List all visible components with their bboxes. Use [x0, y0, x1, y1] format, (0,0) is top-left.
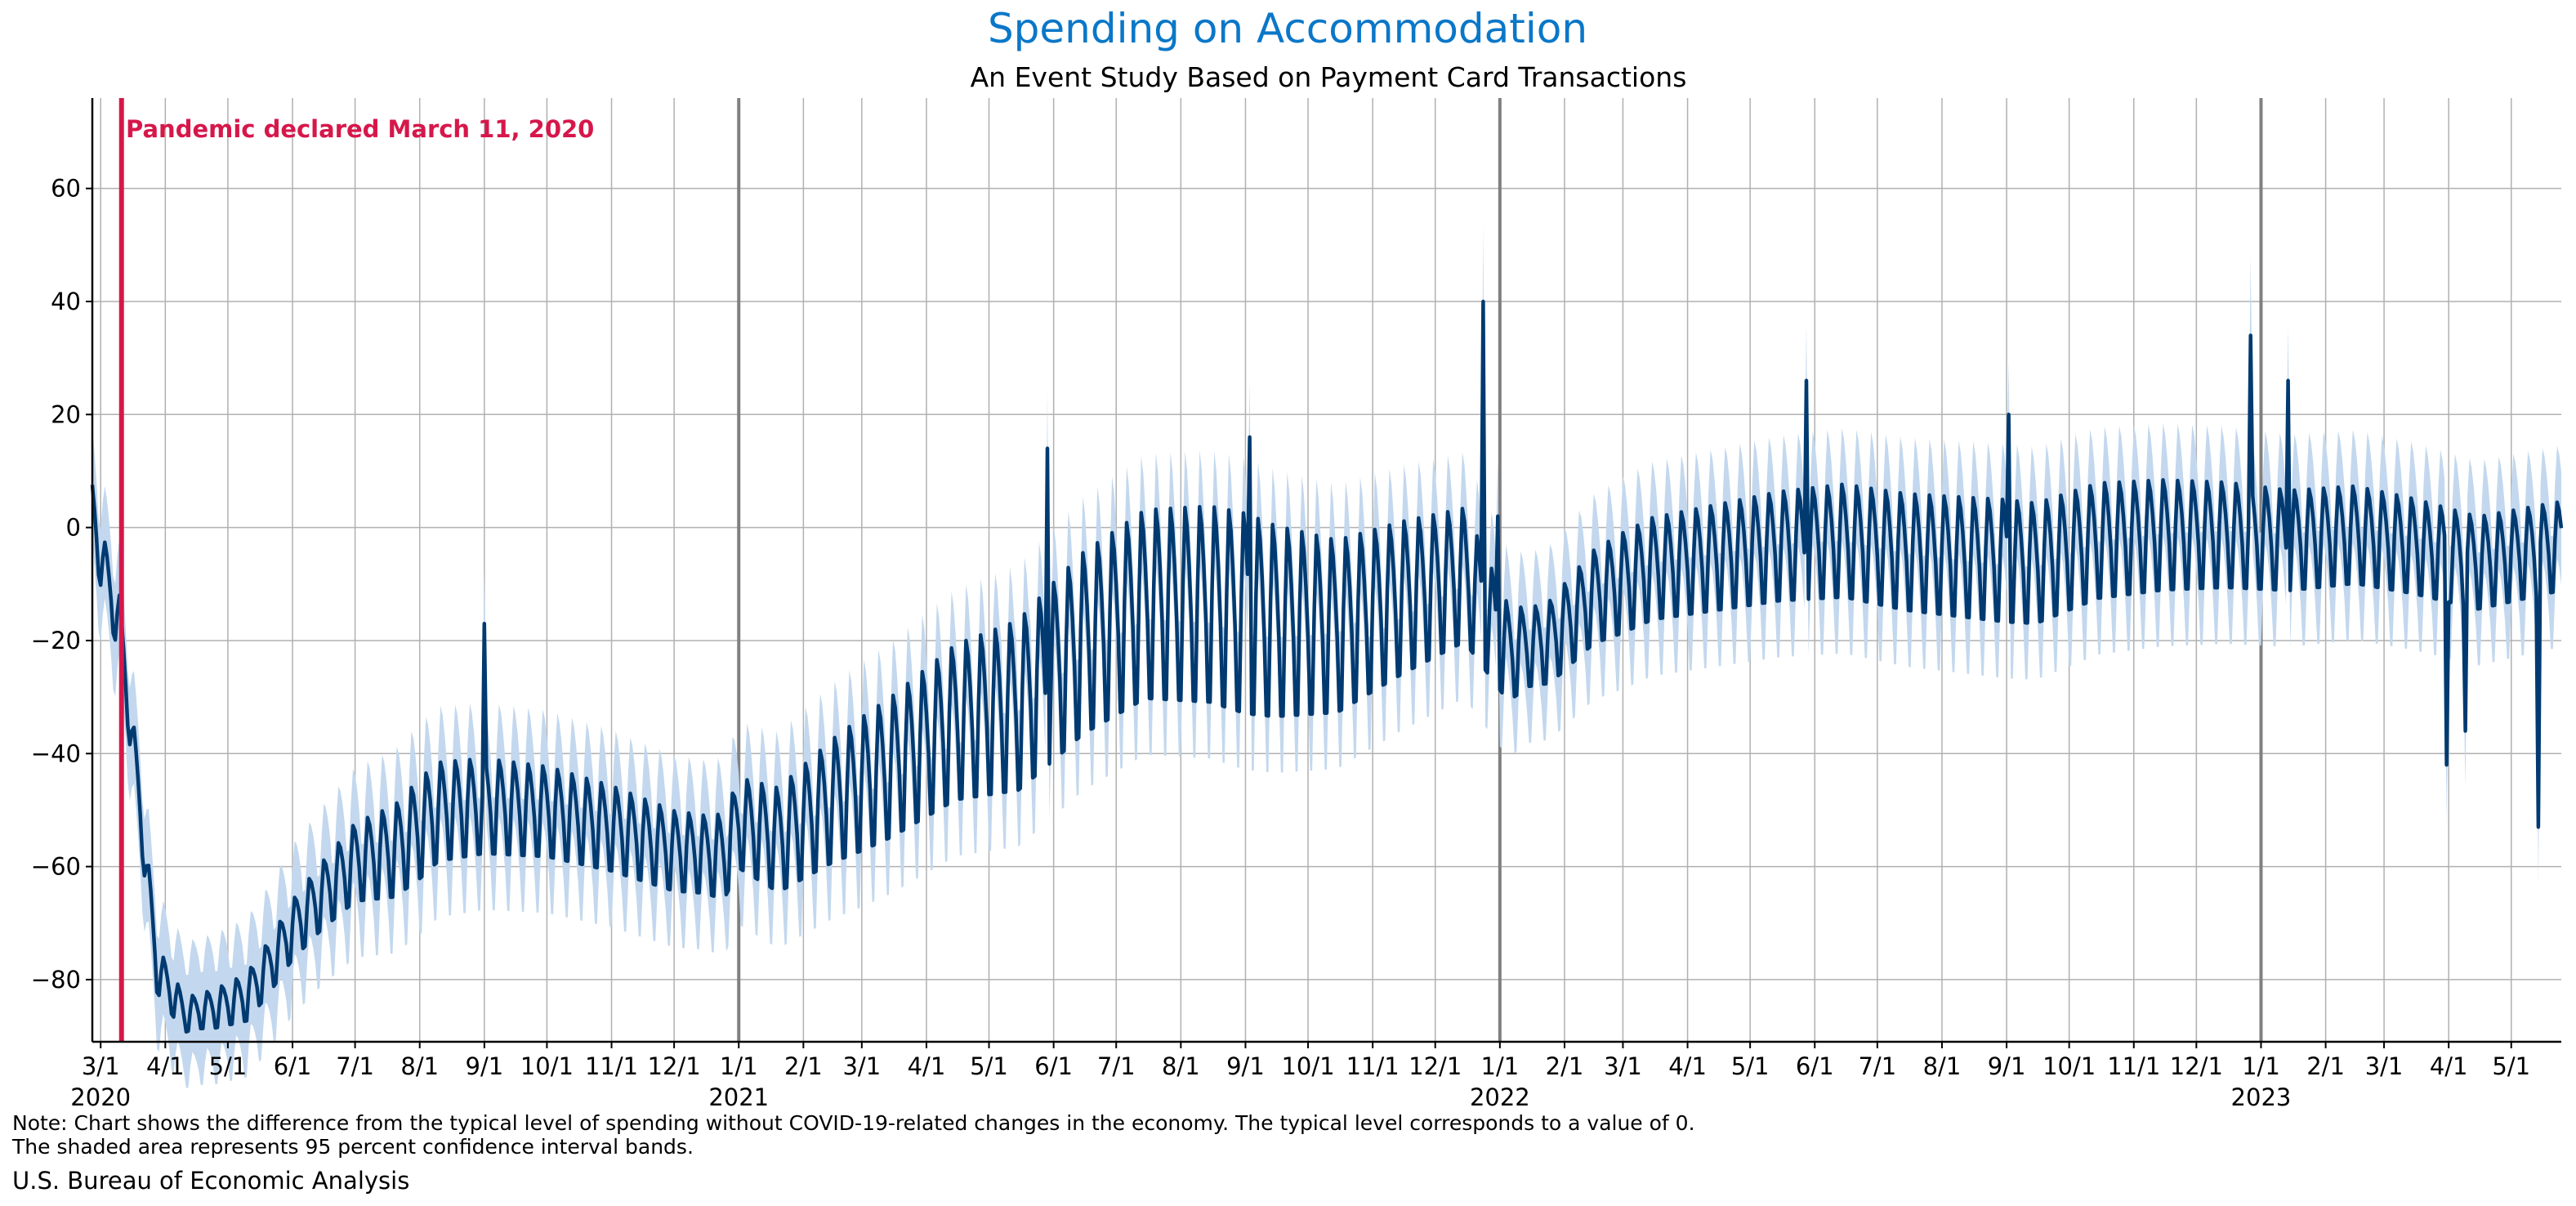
event-layer: Pandemic declared March 11, 2020: [118, 98, 594, 1042]
x-tick-label: 2/1: [1546, 1052, 1584, 1080]
x-tick-label: 9/1: [1988, 1052, 2026, 1080]
x-tick-label: 12/1: [1409, 1052, 1462, 1080]
source-label: U.S. Bureau of Economic Analysis: [12, 1167, 409, 1195]
x-tick-label: 6/1: [1796, 1052, 1834, 1080]
footer-note-line-1: Note: Chart shows the difference from th…: [12, 1111, 1695, 1135]
x-tick-label: 2/1: [784, 1052, 823, 1080]
x-tick-label: 7/1: [336, 1052, 374, 1080]
year-label: 2023: [2231, 1083, 2292, 1111]
grid: [92, 98, 2561, 1042]
x-tick-label: 10/1: [520, 1052, 574, 1080]
x-tick-label: 6/1: [1034, 1052, 1073, 1080]
x-tick-label: 1/1: [1481, 1052, 1520, 1080]
x-tick-label: 7/1: [1097, 1052, 1136, 1080]
series-line: [90, 299, 2564, 1034]
year-label: 2020: [70, 1083, 131, 1111]
y-tick-label: 0: [66, 514, 81, 542]
x-tick-label: 7/1: [1858, 1052, 1896, 1080]
event-label: Pandemic declared March 11, 2020: [126, 115, 594, 143]
x-tick-label: 1/1: [720, 1052, 758, 1080]
x-tick-label: 5/1: [1731, 1052, 1770, 1080]
y-tick-label: 60: [51, 175, 81, 203]
y-tick-label: −20: [31, 627, 81, 654]
x-tick-label: 8/1: [1162, 1052, 1200, 1080]
x-tick-label: 8/1: [1923, 1052, 1962, 1080]
chart-subtitle: An Event Study Based on Payment Card Tra…: [971, 61, 1687, 93]
x-tick-label: 11/1: [585, 1052, 638, 1080]
x-tick-label: 4/1: [2430, 1052, 2468, 1080]
x-tick-label: 12/1: [648, 1052, 701, 1080]
chart-title: Spending on Accommodation: [988, 5, 1587, 52]
x-tick-label: 9/1: [1226, 1052, 1265, 1080]
year-label: 2022: [1470, 1083, 1530, 1111]
x-tick-label: 12/1: [2170, 1052, 2223, 1080]
y-tick-label: −40: [31, 739, 81, 767]
x-tick-label: 11/1: [2107, 1052, 2160, 1080]
x-tick-label: 5/1: [209, 1052, 248, 1080]
y-tick-label: −80: [31, 966, 81, 994]
x-tick-label: 5/1: [2492, 1052, 2530, 1080]
x-tick-label: 6/1: [274, 1052, 312, 1080]
y-tick-label: −60: [31, 853, 81, 881]
x-tick-label: 3/1: [82, 1052, 120, 1080]
x-tick-label: 3/1: [1604, 1052, 1642, 1080]
x-tick-label: 3/1: [842, 1052, 881, 1080]
x-tick-label: 10/1: [2042, 1052, 2096, 1080]
y-tick-label: 40: [51, 288, 81, 315]
x-tick-label: 4/1: [146, 1052, 185, 1080]
x-tick-label: 2/1: [2306, 1052, 2345, 1080]
x-tick-label: 4/1: [1668, 1052, 1707, 1080]
x-tick-label: 4/1: [908, 1052, 946, 1080]
footer-note-line-2: The shaded area represents 95 percent co…: [11, 1135, 694, 1159]
series-layer: [90, 299, 2564, 1034]
x-tick-label: 11/1: [1346, 1052, 1400, 1080]
x-tick-label: 5/1: [970, 1052, 1008, 1080]
x-tick-label: 1/1: [2242, 1052, 2280, 1080]
x-tick-label: 10/1: [1281, 1052, 1334, 1080]
x-tick-label: 8/1: [400, 1052, 439, 1080]
y-tick-label: 20: [51, 400, 81, 428]
axes: −80 −60 −40 −20 0 20 40 60 3/1 4/1 5/1 6/1 7/1 8/1 9/1…: [31, 98, 2561, 1111]
x-tick-label: 3/1: [2365, 1052, 2404, 1080]
x-tick-label: 9/1: [466, 1052, 504, 1080]
year-label: 2021: [708, 1083, 769, 1111]
